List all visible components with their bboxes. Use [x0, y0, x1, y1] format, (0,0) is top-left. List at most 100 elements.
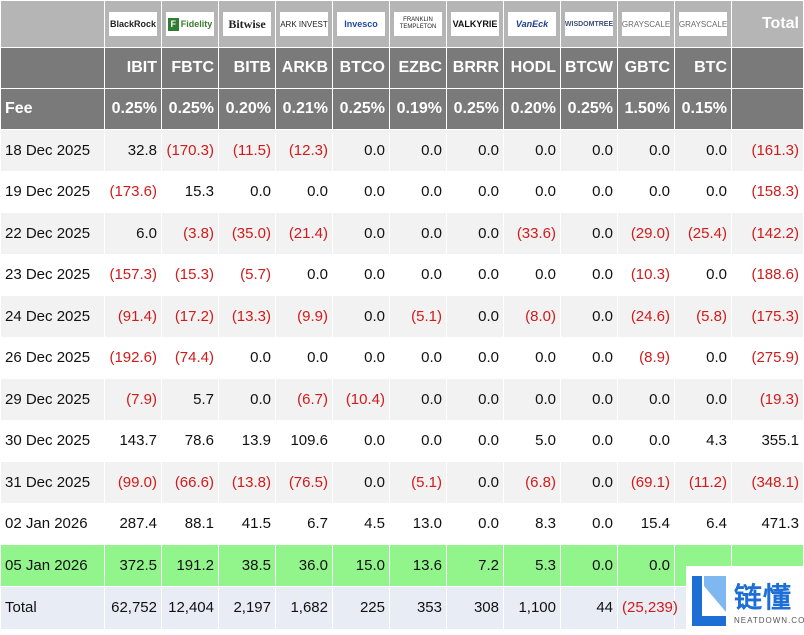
- fee-hodl: 0.20%: [503, 88, 561, 130]
- flow-cell-ezbc: 0.0: [389, 253, 447, 296]
- flow-cell-hodl: 5.0: [503, 419, 561, 462]
- flow-cell-ezbc: 0.0: [389, 170, 447, 213]
- logo-cell-brrr: VALKYRIE: [446, 0, 504, 48]
- flow-cell-btco: 0.0: [332, 336, 390, 379]
- row-total: 471.3: [731, 502, 804, 545]
- ticker-hodl: HODL: [503, 47, 561, 89]
- fee-bitb: 0.20%: [218, 88, 276, 130]
- flow-cell-btc: (11.2): [674, 461, 732, 504]
- fidelity-logo-text: Fidelity: [180, 19, 213, 29]
- fee-total-cell: [731, 88, 804, 130]
- flow-cell-ibit: (173.6): [104, 170, 162, 213]
- flow-cell-brrr: 0.0: [446, 129, 504, 172]
- flow-cell-btc: 0.0: [674, 253, 732, 296]
- row-total: (175.3): [731, 295, 804, 338]
- fee-label: Fee: [0, 88, 105, 130]
- table-row: 02 Jan 2026 287.4 88.1 41.5 6.7 4.5 13.0 0.0 8.3…: [0, 502, 804, 545]
- flow-cell-btcw: 0.0: [560, 378, 618, 421]
- watermark-domain-text: NEATDOWN.COM: [734, 616, 804, 625]
- flow-cell-btcw: 0.0: [560, 253, 618, 296]
- ticker-arkb: ARKB: [275, 47, 333, 89]
- flow-cell-bitb: 13.9: [218, 419, 276, 462]
- flow-cell-bitb: 41.5: [218, 502, 276, 545]
- logo-cell-hodl: VanEck: [503, 0, 561, 48]
- row-date: 31 Dec 2025: [0, 461, 105, 504]
- flow-cell-ezbc: (5.1): [389, 295, 447, 338]
- flow-cell-bitb: (13.8): [218, 461, 276, 504]
- flow-cell-hodl: 0.0: [503, 378, 561, 421]
- flow-cell-ibit: (192.6): [104, 336, 162, 379]
- flow-cell-fbtc: 88.1: [161, 502, 219, 545]
- flow-cell-hodl: (6.8): [503, 461, 561, 504]
- flow-cell-btc: (5.8): [674, 295, 732, 338]
- flow-cell-arkb: (12.3): [275, 129, 333, 172]
- flow-cell-brrr: 0.0: [446, 253, 504, 296]
- logo-cell-btco: Invesco: [332, 0, 390, 48]
- flow-cell-ibit: 143.7: [104, 419, 162, 462]
- flow-cell-gbtc: 0.0: [617, 544, 675, 587]
- flow-cell-arkb: 0.0: [275, 336, 333, 379]
- flow-cell-arkb: (6.7): [275, 378, 333, 421]
- fee-btc: 0.15%: [674, 88, 732, 130]
- fee-fbtc: 0.25%: [161, 88, 219, 130]
- flow-cell-arkb: 0.0: [275, 253, 333, 296]
- fee-btco: 0.25%: [332, 88, 390, 130]
- ticker-btcw: BTCW: [560, 47, 618, 89]
- fee-arkb: 0.21%: [275, 88, 333, 130]
- flow-cell-btcw: 0.0: [560, 336, 618, 379]
- fee-brrr: 0.25%: [446, 88, 504, 130]
- neatdown-watermark: 链懂 NEATDOWN.COM: [686, 566, 804, 635]
- row-total: (348.1): [731, 461, 804, 504]
- ticker-corner-cell: [0, 47, 105, 89]
- row-date: 22 Dec 2025: [0, 212, 105, 255]
- ticker-row: IBIT FBTC BITB ARKB BTCO EZBC BRRR HODL …: [0, 47, 804, 89]
- row-total: 355.1: [731, 419, 804, 462]
- table-row: 22 Dec 2025 6.0 (3.8) (35.0) (21.4) 0.0 0.0 0.0…: [0, 212, 804, 255]
- flow-cell-fbtc: (15.3): [161, 253, 219, 296]
- flow-cell-ezbc: 0.0: [389, 419, 447, 462]
- invesco-logo: Invesco: [337, 12, 385, 36]
- ark-invest-logo: ARK INVEST: [280, 12, 328, 36]
- flow-cell-btcw: 0.0: [560, 502, 618, 545]
- total-cell-bitb: 2,197: [218, 585, 276, 630]
- logo-cell-fbtc: F Fidelity: [161, 0, 219, 48]
- flow-cell-btco: 0.0: [332, 295, 390, 338]
- flow-cell-bitb: (5.7): [218, 253, 276, 296]
- table-row: 24 Dec 2025 (91.4) (17.2) (13.3) (9.9) 0.0 (5.…: [0, 295, 804, 338]
- table-row: 18 Dec 2025 32.8 (170.3) (11.5) (12.3) 0.0 0.0…: [0, 129, 804, 172]
- flow-cell-gbtc: 0.0: [617, 129, 675, 172]
- total-cell-ezbc: 353: [389, 585, 447, 630]
- total-cell-brrr: 308: [446, 585, 504, 630]
- flow-cell-bitb: 0.0: [218, 378, 276, 421]
- flow-cell-gbtc: (69.1): [617, 461, 675, 504]
- ticker-ibit: IBIT: [104, 47, 162, 89]
- row-date: 24 Dec 2025: [0, 295, 105, 338]
- flow-cell-brrr: 0.0: [446, 378, 504, 421]
- ticker-brrr: BRRR: [446, 47, 504, 89]
- flow-cell-arkb: (76.5): [275, 461, 333, 504]
- row-total: (161.3): [731, 129, 804, 172]
- flow-cell-btco: 15.0: [332, 544, 390, 587]
- total-cell-arkb: 1,682: [275, 585, 333, 630]
- flow-cell-ezbc: 0.0: [389, 378, 447, 421]
- flow-cell-btco: 0.0: [332, 419, 390, 462]
- corner-cell: [0, 0, 105, 48]
- flow-cell-btco: 0.0: [332, 253, 390, 296]
- neatdown-logo-icon: [690, 572, 730, 630]
- franklin-templeton-logo: FRANKLIN TEMPLETON: [394, 12, 442, 36]
- flow-cell-arkb: (21.4): [275, 212, 333, 255]
- flow-cell-hodl: (8.0): [503, 295, 561, 338]
- table-row: 30 Dec 2025 143.7 78.6 13.9 109.6 0.0 0.0 0.0 5.…: [0, 419, 804, 462]
- fee-gbtc: 1.50%: [617, 88, 675, 130]
- flow-cell-btc: 0.0: [674, 336, 732, 379]
- flow-cell-hodl: 0.0: [503, 170, 561, 213]
- totals-label: Total: [0, 585, 105, 630]
- blackrock-logo: BlackRock: [109, 12, 157, 36]
- fee-row: Fee 0.25% 0.25% 0.20% 0.21% 0.25% 0.19% …: [0, 88, 804, 130]
- logo-cell-gbtc: GRAYSCALE: [617, 0, 675, 48]
- table-row: 19 Dec 2025 (173.6) 15.3 0.0 0.0 0.0 0.0 0.0 0.0…: [0, 170, 804, 213]
- total-cell-btco: 225: [332, 585, 390, 630]
- row-total: (142.2): [731, 212, 804, 255]
- flow-cell-ibit: (7.9): [104, 378, 162, 421]
- flow-cell-ibit: (91.4): [104, 295, 162, 338]
